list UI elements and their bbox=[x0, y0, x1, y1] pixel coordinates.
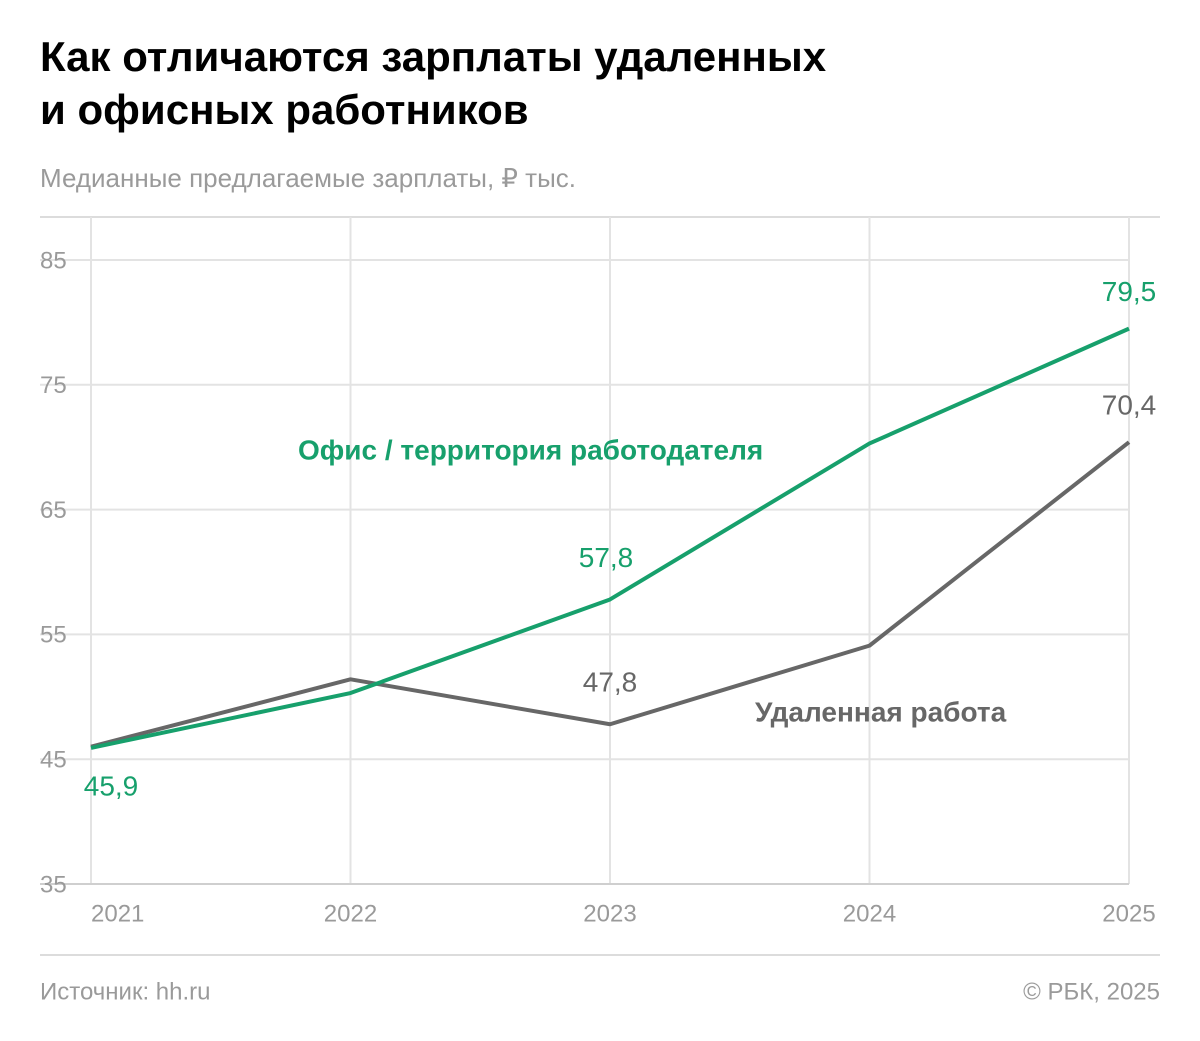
y-tick-label: 45 bbox=[40, 747, 67, 774]
x-tick-label: 2021 bbox=[91, 900, 144, 927]
data-label: 47,8 bbox=[583, 667, 638, 698]
source: Источник: hh.ru bbox=[40, 978, 211, 1005]
y-tick-label: 55 bbox=[40, 622, 67, 649]
chart-title: Как отличаются зарплаты удаленных bbox=[40, 33, 827, 80]
x-tick-label: 2022 bbox=[324, 900, 377, 927]
y-tick-label: 75 bbox=[40, 372, 67, 399]
data-label: 70,4 bbox=[1102, 390, 1157, 421]
x-tick-label: 2025 bbox=[1102, 900, 1155, 927]
y-tick-label: 85 bbox=[40, 247, 67, 274]
y-tick-label: 35 bbox=[40, 871, 67, 898]
series-line bbox=[90, 326, 1130, 750]
series-label: Офис / территория работодателя bbox=[298, 434, 763, 465]
data-label: 45,9 bbox=[84, 770, 139, 801]
chart-title: и офисных работников bbox=[40, 86, 529, 133]
series-line bbox=[90, 440, 1131, 749]
y-tick-label: 65 bbox=[40, 497, 67, 524]
data-label: 79,5 bbox=[1102, 276, 1157, 307]
credit: © РБК, 2025 bbox=[1023, 978, 1160, 1005]
chart-subtitle: Медианные предлагаемые зарплаты, ₽ тыс. bbox=[40, 163, 576, 193]
x-tick-label: 2024 bbox=[843, 900, 896, 927]
series-label: Удаленная работа bbox=[755, 696, 1007, 727]
x-tick-label: 2023 bbox=[583, 900, 636, 927]
data-label: 57,8 bbox=[579, 542, 634, 573]
